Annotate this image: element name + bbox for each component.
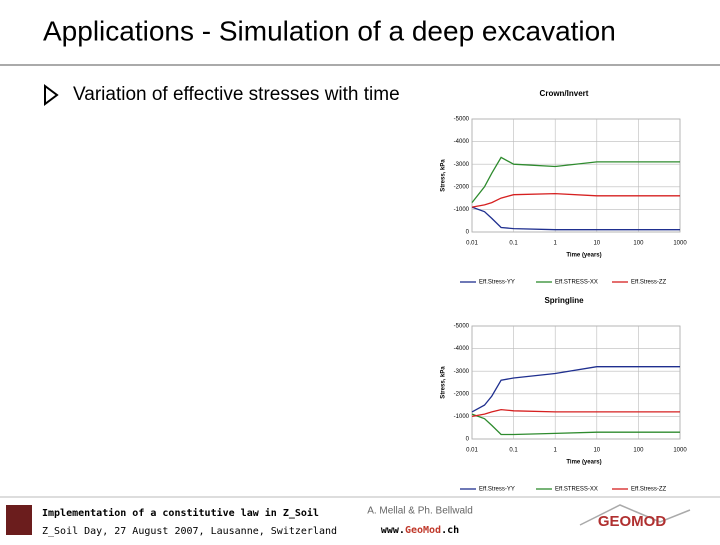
chart-title: Springline (544, 296, 584, 305)
y-tick-label: -1000 (454, 414, 470, 420)
legend-label: Eff.STRESS-XX (555, 487, 598, 493)
legend-label: Eff.Stress-ZZ (631, 487, 667, 493)
legend-label: Eff.STRESS-XX (555, 280, 598, 286)
y-tick-label: -5000 (454, 117, 470, 123)
y-tick-label: -2000 (454, 184, 470, 190)
url-part: www. (381, 525, 405, 536)
footer-talk: Implementation of a constitutive law in … (42, 507, 319, 519)
series-line (471, 413, 680, 436)
series-line (471, 206, 680, 231)
y-axis-title: Stress, kPa (441, 366, 447, 399)
y-tick-label: -1000 (454, 207, 470, 213)
x-tick-label: 100 (633, 448, 644, 454)
x-tick-label: 1000 (673, 448, 687, 454)
y-tick-label: -2000 (454, 391, 470, 397)
x-tick-label: 1 (554, 241, 558, 247)
x-tick-label: 0.1 (509, 448, 518, 454)
logo-text: GEOMOD (598, 513, 667, 530)
bullet-text: Variation of effective stresses with tim… (73, 84, 400, 105)
url-part: Mod (423, 525, 441, 536)
y-tick-label: 0 (466, 230, 470, 236)
series-line (471, 192, 680, 208)
chart-title: Crown/Invert (540, 89, 589, 98)
y-tick-label: 0 (466, 437, 470, 443)
series-line (471, 366, 680, 413)
x-tick-label: 10 (593, 241, 600, 247)
y-tick-label: -4000 (454, 346, 470, 352)
x-axis-title: Time (years) (566, 460, 601, 466)
x-axis-title: Time (years) (566, 253, 601, 259)
y-tick-label: -4000 (454, 139, 470, 145)
x-tick-label: 10 (593, 448, 600, 454)
footer-authors: A. Mellal & Ph. Bellwald (367, 506, 473, 517)
y-tick-label: -5000 (454, 324, 470, 330)
series-line (471, 408, 680, 418)
url-part: Geo (405, 525, 423, 536)
left-logo (6, 505, 32, 535)
slide-title: Applications - Simulation of a deep exca… (43, 15, 616, 46)
y-tick-label: -3000 (454, 162, 470, 168)
footer-event: Z_Soil Day, 27 August 2007, Lausanne, Sw… (42, 526, 337, 537)
x-tick-label: 100 (633, 241, 644, 247)
x-tick-label: 0.01 (466, 241, 478, 247)
url-part: .ch (441, 525, 459, 536)
y-axis-title: Stress, kPa (441, 159, 447, 192)
footer-url: www.GeoMod.ch (381, 525, 459, 536)
y-tick-label: -3000 (454, 369, 470, 375)
bullet-arrow (44, 84, 59, 106)
x-tick-label: 0.01 (466, 448, 478, 454)
x-tick-label: 0.1 (509, 241, 518, 247)
legend-label: Eff.Stress-YY (479, 487, 515, 493)
legend-label: Eff.Stress-YY (479, 280, 515, 286)
legend-label: Eff.Stress-ZZ (631, 280, 667, 286)
series-line (471, 156, 680, 204)
x-tick-label: 1 (554, 448, 558, 454)
logo-swoosh (579, 504, 691, 526)
x-tick-label: 1000 (673, 241, 687, 247)
